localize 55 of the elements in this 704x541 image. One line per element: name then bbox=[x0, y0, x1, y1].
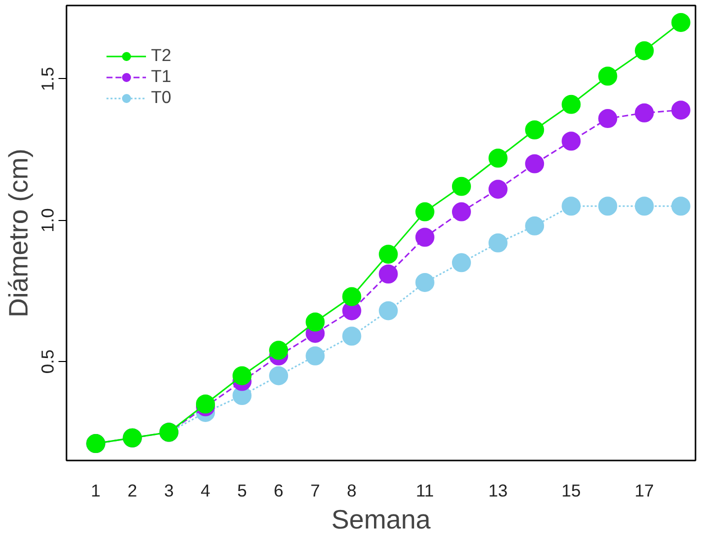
point bbox=[671, 100, 690, 120]
x-tick-label: 11 bbox=[416, 480, 434, 500]
point bbox=[525, 154, 544, 174]
y-tick-label: 0.5 bbox=[38, 350, 58, 374]
point bbox=[415, 228, 434, 247]
x-axis-title: Semana bbox=[331, 504, 431, 534]
point bbox=[598, 196, 618, 216]
point bbox=[634, 196, 654, 216]
point bbox=[525, 120, 544, 140]
point bbox=[196, 394, 215, 414]
point bbox=[452, 202, 471, 222]
legend-label: T0 bbox=[151, 87, 172, 108]
x-tick-label: 2 bbox=[128, 480, 138, 500]
x-tick-label: 8 bbox=[346, 480, 357, 500]
x-tick-label: 5 bbox=[237, 480, 247, 500]
x-tick-label: 7 bbox=[310, 480, 320, 500]
point bbox=[562, 196, 581, 216]
point bbox=[671, 12, 690, 32]
point bbox=[415, 272, 434, 292]
point bbox=[488, 180, 508, 199]
point bbox=[634, 41, 654, 60]
x-tick-label: 3 bbox=[164, 480, 174, 500]
point bbox=[488, 148, 508, 168]
x-tick-label: 17 bbox=[634, 480, 654, 500]
x-tick-label: 13 bbox=[488, 480, 508, 500]
point bbox=[452, 176, 471, 196]
point bbox=[378, 244, 398, 264]
point bbox=[306, 346, 325, 366]
point bbox=[378, 301, 398, 320]
point bbox=[342, 326, 362, 346]
x-tick-label: 6 bbox=[274, 480, 284, 500]
point bbox=[232, 366, 252, 386]
point bbox=[342, 287, 362, 306]
point bbox=[562, 132, 581, 151]
legend-label: T2 bbox=[151, 45, 172, 66]
y-tick-label: 1.0 bbox=[38, 208, 58, 232]
x-tick-label: 15 bbox=[562, 480, 581, 500]
point bbox=[306, 312, 325, 332]
point bbox=[598, 109, 618, 128]
point bbox=[269, 340, 288, 360]
point bbox=[562, 94, 581, 114]
x-tick-label: 1 bbox=[90, 480, 101, 500]
point bbox=[269, 366, 288, 386]
point bbox=[452, 253, 471, 272]
point bbox=[525, 216, 544, 236]
point bbox=[598, 66, 618, 86]
point bbox=[378, 264, 398, 284]
point bbox=[415, 202, 434, 222]
legend-label: T1 bbox=[151, 66, 172, 87]
point bbox=[671, 196, 690, 216]
y-tick-label: 1.5 bbox=[38, 66, 58, 92]
y-axis-title: Diámetro (cm) bbox=[4, 148, 34, 318]
x-tick-label: 4 bbox=[200, 480, 211, 500]
point bbox=[634, 103, 654, 122]
point bbox=[488, 233, 508, 252]
